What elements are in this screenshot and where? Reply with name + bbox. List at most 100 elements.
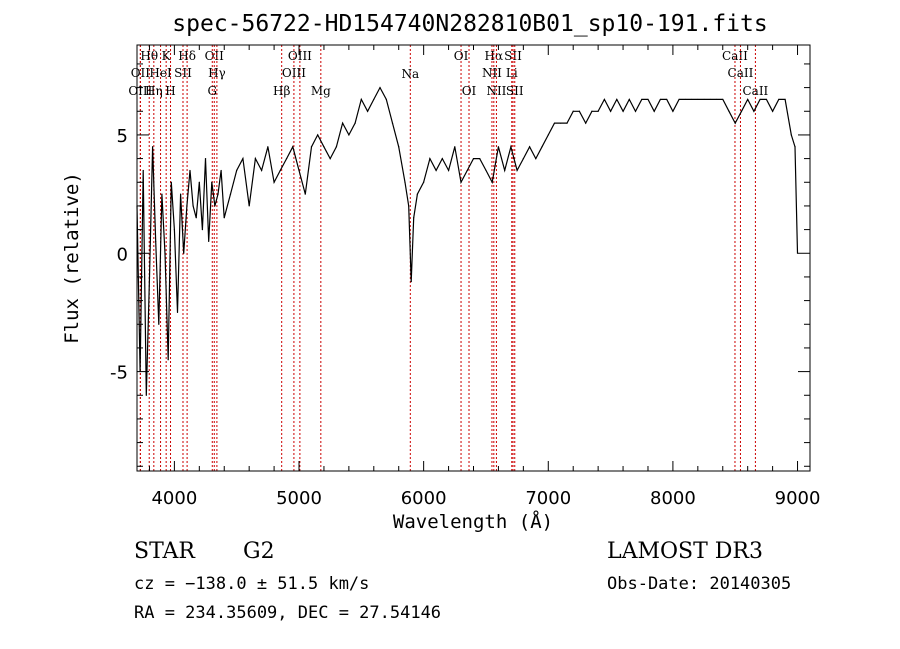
spectral-line-label: Na xyxy=(401,67,419,81)
spectrum-data-point xyxy=(335,146,338,148)
spectral-line-label: Hα xyxy=(485,49,504,63)
spectrum-data-point xyxy=(510,146,512,148)
spectrum-data-point xyxy=(323,146,325,148)
spectrum-data-point xyxy=(516,169,518,172)
x-axis-label: Wavelength (Å) xyxy=(393,510,553,533)
spectrum-data-point xyxy=(242,158,244,160)
spectrum-data-point xyxy=(148,276,151,278)
spectrum-data-point xyxy=(267,146,269,148)
spectrum-data-point xyxy=(214,205,216,207)
axis-ticks: 4000 5000 6000 7000 8000 9000 -5 0 5 xyxy=(110,45,820,509)
spectrum-data-point xyxy=(360,98,362,101)
spectral-line-label: Hθ xyxy=(140,49,158,63)
spectrum-data-point xyxy=(691,98,693,101)
spectrum-data-point xyxy=(597,110,599,112)
spectral-line-label: OI xyxy=(454,49,469,63)
spectrum-data-point xyxy=(591,110,593,112)
spectrum-data-point xyxy=(647,98,649,101)
spectral-line-label: Li xyxy=(506,66,518,80)
spectrum-data-point xyxy=(410,281,412,283)
spectrum-data-point xyxy=(429,158,431,160)
spectrum-data-point xyxy=(641,98,643,101)
observation-date: Obs-Date: 20140305 xyxy=(607,574,792,594)
spectrum-data-point xyxy=(566,122,568,124)
survey-name: LAMOST DR3 xyxy=(607,539,763,564)
spectrum-data-point xyxy=(684,98,686,101)
spectrum-data-point xyxy=(423,181,425,183)
spectrum-data-point xyxy=(535,158,537,160)
spectrum-data-point xyxy=(342,122,344,124)
spectrum-data-point xyxy=(317,134,319,136)
spectrum-data-point xyxy=(747,98,749,101)
spectrum-data-point xyxy=(385,98,387,101)
spectrum-data-point xyxy=(466,169,468,172)
spectrum-data-point xyxy=(366,110,369,112)
spectral-line-label: OIII xyxy=(282,66,306,80)
spectral-line-label: SII xyxy=(504,49,522,63)
spectrum-data-point xyxy=(229,193,232,195)
spectrum-data-point xyxy=(261,169,263,172)
spectrum-data-point xyxy=(672,110,674,112)
spectrum-data-point xyxy=(759,98,761,101)
spectrum-data-point xyxy=(740,110,743,112)
spectrum-data-point xyxy=(170,181,172,183)
spectrum-data-point xyxy=(173,229,175,231)
spectrum-data-point xyxy=(180,193,182,195)
spectrum-data-point xyxy=(285,158,288,160)
object-type: STAR xyxy=(134,539,195,564)
spectrum-data-point xyxy=(254,158,256,160)
spectrum-data-point xyxy=(678,98,680,101)
chart-title: spec-56722-HD154740N282810B01_sp10-191.f… xyxy=(172,11,767,37)
spectrum-data-point xyxy=(753,110,755,112)
spectrum-data-point xyxy=(176,311,179,314)
spectrum-data-point xyxy=(164,252,166,254)
spectrum-data-point xyxy=(236,169,238,172)
spectrum-data-point xyxy=(145,394,147,396)
spectral-line-label: OI xyxy=(462,84,477,98)
spectrum-data-point xyxy=(796,252,799,254)
spectrum-data-point xyxy=(435,169,437,172)
spectrum-data-point xyxy=(217,193,219,195)
spectrum-data-point xyxy=(292,146,294,148)
x-tick-label: 4000 xyxy=(151,488,197,509)
x-tick-label: 8000 xyxy=(650,488,696,509)
spectrum-data-point xyxy=(155,240,157,243)
spectrum-data-point xyxy=(208,240,210,243)
spectrum-series-line xyxy=(136,86,799,396)
spectral-line-label: CaII xyxy=(722,49,748,63)
spectral-line-label: G xyxy=(207,84,217,98)
spectrum-data-point xyxy=(223,217,225,219)
spectrum-data-point xyxy=(790,134,792,136)
spectrum-data-point xyxy=(778,98,780,101)
y-tick-label: 5 xyxy=(117,126,128,147)
spectrum-data-point xyxy=(348,134,350,136)
spectrum-data-point xyxy=(653,110,655,112)
spectral-line-label: CaII xyxy=(742,84,768,98)
spectral-line-label: Hβ xyxy=(273,84,290,98)
spectrum-data-point xyxy=(329,158,331,160)
spectrum-data-point xyxy=(504,169,506,172)
spectral-line-label: Mg xyxy=(311,84,331,98)
spectral-line-label: NII xyxy=(486,84,506,98)
spectral-subclass: G2 xyxy=(243,539,275,564)
spectrum-data-point xyxy=(722,98,724,101)
x-tick-label: 5000 xyxy=(276,488,322,509)
spectrum-data-point xyxy=(728,110,730,112)
spectrum-data-point xyxy=(472,158,475,160)
spectrum-data-point xyxy=(447,169,450,172)
spectrum-data-point xyxy=(183,252,185,254)
spectrum-data-point xyxy=(161,193,163,195)
spectral-line-label: SII xyxy=(506,84,524,98)
spectral-line-label: NII xyxy=(482,66,502,80)
spectrum-data-point xyxy=(211,181,213,183)
spectrum-data-point xyxy=(398,146,400,148)
series-layer xyxy=(136,86,799,396)
spectrum-data-point xyxy=(784,98,786,101)
spectrum-data-point xyxy=(460,181,462,183)
spectrum-data-point xyxy=(454,146,456,148)
spectrum-data-point xyxy=(603,98,605,101)
spectrum-data-point xyxy=(553,122,556,124)
spectrum-data-point xyxy=(198,181,200,183)
